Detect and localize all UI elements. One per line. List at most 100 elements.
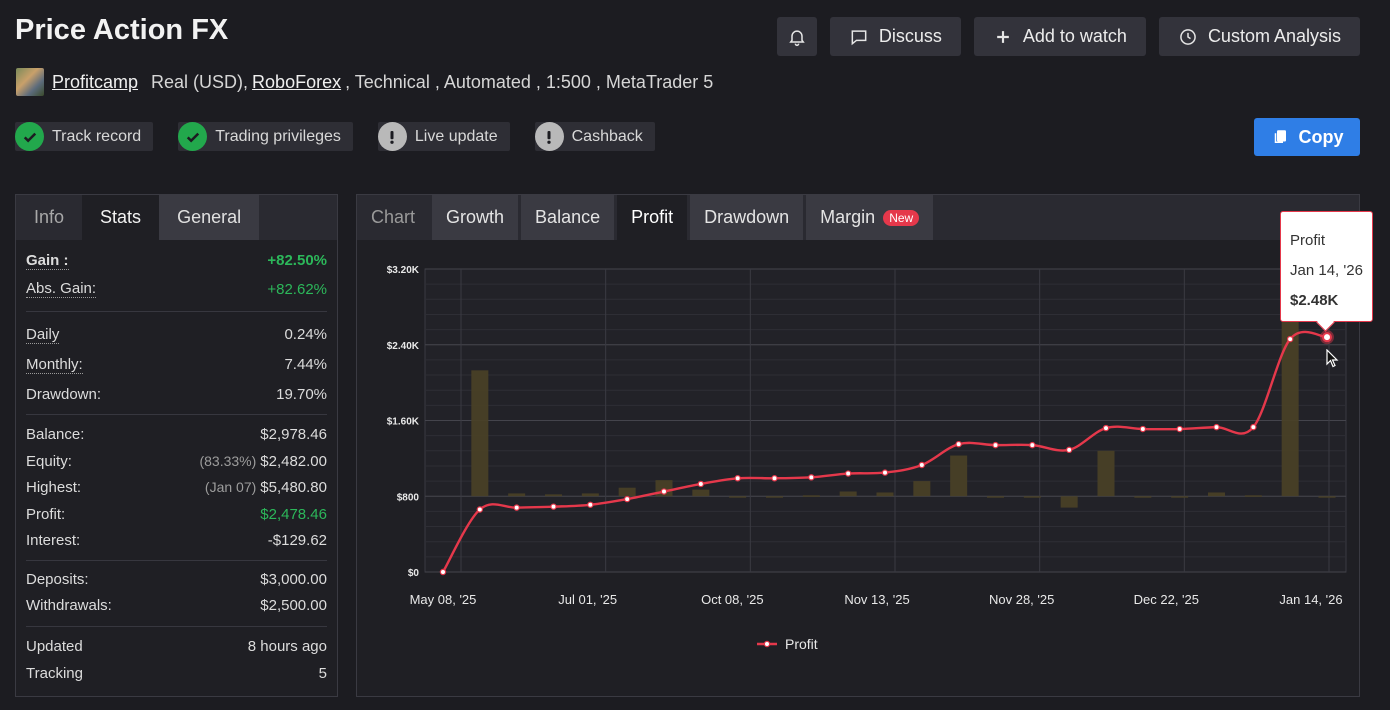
y-tick-label: $3.20K bbox=[387, 265, 420, 276]
stat-monthly: Monthly: 7.44% bbox=[26, 349, 327, 380]
custom-analysis-button[interactable]: Custom Analysis bbox=[1158, 17, 1360, 56]
stat-balance: Balance: $2,978.46 bbox=[26, 415, 327, 448]
data-point bbox=[439, 568, 447, 576]
stat-drawdown: Drawdown: 19.70% bbox=[26, 380, 327, 409]
stats-list: Gain : +82.50% Abs. Gain: +82.62% Daily … bbox=[16, 240, 337, 686]
account-meta: Profitcamp Real (USD), RoboForex , Techn… bbox=[16, 68, 713, 96]
cashback-badge[interactable]: Cashback bbox=[534, 122, 655, 151]
stat-label[interactable]: Gain : bbox=[26, 251, 69, 270]
data-point bbox=[1250, 423, 1257, 431]
data-point bbox=[1286, 335, 1294, 343]
bar bbox=[1318, 496, 1336, 498]
bar bbox=[987, 496, 1004, 498]
stat-note: (Jan 07) bbox=[204, 479, 257, 495]
avatar[interactable] bbox=[16, 68, 44, 96]
tab-chart[interactable]: Chart bbox=[371, 207, 416, 227]
custom-analysis-label: Custom Analysis bbox=[1207, 26, 1341, 46]
add-to-watch-button[interactable]: Add to watch bbox=[973, 17, 1146, 56]
stat-value: 7.44% bbox=[284, 356, 327, 373]
stat-value: $2,482.00 bbox=[260, 452, 327, 470]
live-update-badge[interactable]: Live update bbox=[377, 122, 510, 151]
stat-label: Interest: bbox=[26, 531, 81, 549]
stat-label: Updated bbox=[26, 637, 83, 655]
owner-link[interactable]: Profitcamp bbox=[52, 71, 139, 92]
stat-value: 5 bbox=[318, 664, 327, 682]
stat-label[interactable]: Daily bbox=[26, 325, 60, 344]
exclamation-icon bbox=[377, 122, 407, 151]
tab-drawdown[interactable]: Drawdown bbox=[690, 195, 804, 240]
trading-privileges-badge[interactable]: Trading privileges bbox=[178, 122, 353, 151]
stat-interest: Interest: -$129.62 bbox=[26, 527, 327, 553]
data-point bbox=[955, 440, 962, 448]
page-title: Price Action FX bbox=[15, 14, 229, 46]
stat-value: 8 hours ago bbox=[247, 637, 327, 655]
stat-equity: Equity: (83.33%) $2,482.00 bbox=[26, 448, 327, 474]
copy-button[interactable]: Copy bbox=[1254, 118, 1360, 156]
divider bbox=[26, 311, 327, 312]
stat-label: Deposits: bbox=[26, 570, 89, 588]
x-tick-label: Jan 14, '26 bbox=[1279, 592, 1342, 607]
discuss-button[interactable]: Discuss bbox=[829, 17, 961, 56]
bar bbox=[1171, 496, 1189, 498]
stat-value: +82.50% bbox=[267, 252, 327, 269]
stat-label: Drawdown: bbox=[26, 386, 102, 403]
check-icon bbox=[15, 122, 44, 151]
notification-button[interactable] bbox=[776, 17, 817, 56]
account-type: Real (USD), bbox=[151, 71, 249, 92]
stat-label[interactable]: Monthly: bbox=[26, 355, 83, 374]
chart-panel: Chart Growth Balance Profit Drawdown Mar… bbox=[356, 194, 1360, 697]
bar bbox=[471, 370, 489, 497]
stat-label[interactable]: Abs. Gain: bbox=[26, 280, 97, 298]
data-point bbox=[1102, 424, 1110, 432]
stat-gain: Gain : +82.50% bbox=[26, 240, 327, 273]
bar bbox=[950, 455, 968, 497]
tab-profit[interactable]: Profit bbox=[617, 195, 688, 240]
bar bbox=[1023, 496, 1041, 498]
stat-value: $2,500.00 bbox=[260, 597, 327, 614]
chat-icon bbox=[851, 29, 867, 45]
data-point bbox=[587, 501, 594, 508]
tooltip-series: Profit bbox=[1290, 232, 1326, 249]
data-point bbox=[1029, 441, 1036, 449]
tab-margin[interactable]: Margin New bbox=[806, 195, 934, 240]
y-tick-label: $800 bbox=[397, 492, 420, 503]
trading-privileges-label: Trading privileges bbox=[215, 127, 341, 145]
stats-panel: Info Stats General Gain : +82.50% Abs. G… bbox=[15, 194, 338, 697]
x-tick-label: May 08, '25 bbox=[410, 592, 477, 607]
profit-chart[interactable]: $0 $800 $1.60K $2.40K $3.20K May 08, '25 Jul 0… bbox=[357, 240, 1359, 696]
stat-value: $3,000.00 bbox=[260, 570, 327, 588]
y-tick-label: $0 bbox=[408, 568, 420, 579]
bar bbox=[1281, 310, 1299, 497]
divider bbox=[26, 560, 327, 561]
track-record-label: Track record bbox=[52, 127, 142, 145]
stat-label: Highest: bbox=[26, 479, 82, 496]
stat-value: $5,480.80 bbox=[260, 479, 327, 496]
tab-info[interactable]: Info bbox=[34, 207, 65, 227]
cursor-icon bbox=[1326, 349, 1339, 368]
bar bbox=[1244, 495, 1262, 497]
chart-tooltip: Profit Jan 14, '26 $2.48K bbox=[1280, 211, 1373, 322]
legend-marker bbox=[763, 640, 771, 648]
tab-stats[interactable]: Stats bbox=[82, 195, 160, 240]
bar bbox=[913, 481, 931, 497]
discuss-label: Discuss bbox=[878, 26, 942, 46]
clock-icon bbox=[1180, 28, 1196, 45]
cashback-label: Cashback bbox=[571, 127, 643, 145]
stat-value: $2,478.46 bbox=[260, 505, 327, 523]
broker-link[interactable]: RoboForex bbox=[252, 71, 342, 92]
copy-icon bbox=[1274, 130, 1286, 143]
header-actions: Discuss Add to watch Custom Analysis bbox=[776, 17, 1360, 56]
stat-label: Balance: bbox=[26, 425, 85, 443]
track-record-badge[interactable]: Track record bbox=[15, 122, 154, 151]
tab-general[interactable]: General bbox=[159, 195, 260, 240]
stat-value: 0.24% bbox=[284, 326, 327, 343]
data-point bbox=[734, 475, 741, 482]
tab-balance[interactable]: Balance bbox=[521, 195, 615, 240]
exclamation-icon bbox=[534, 122, 564, 151]
divider bbox=[26, 414, 327, 415]
data-point bbox=[476, 506, 484, 513]
stat-tracking: Tracking 5 bbox=[26, 660, 327, 686]
x-tick-label: Nov 28, '25 bbox=[989, 592, 1054, 607]
tab-growth[interactable]: Growth bbox=[432, 195, 519, 240]
legend-label: Profit bbox=[785, 636, 818, 652]
